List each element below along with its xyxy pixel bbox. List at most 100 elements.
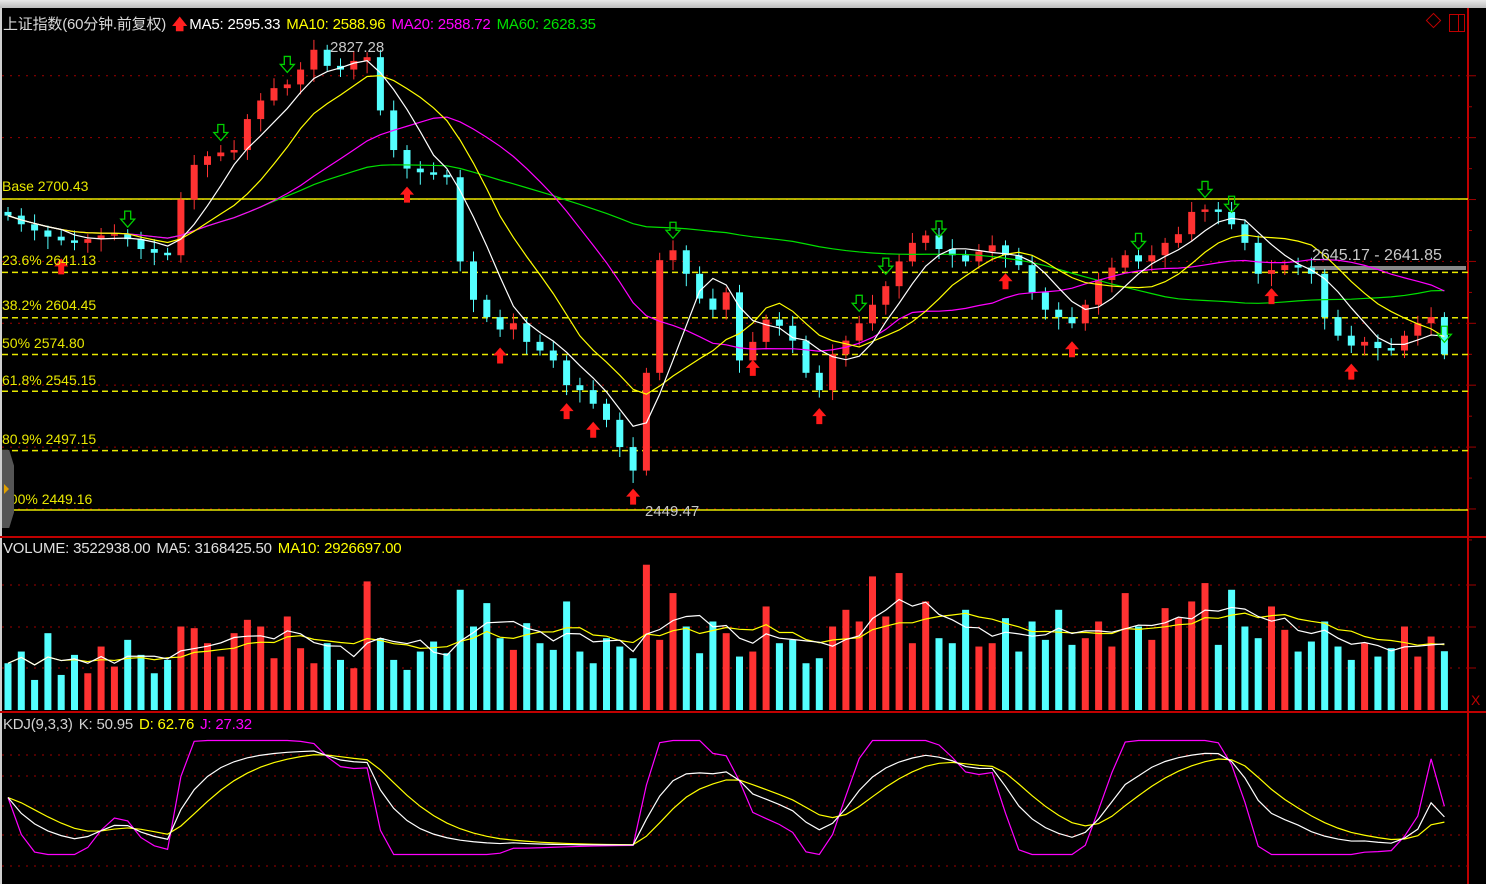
volume-bar xyxy=(948,643,956,710)
candle-body xyxy=(869,304,876,324)
volume-bar xyxy=(1321,621,1329,710)
volume-bar xyxy=(243,619,251,710)
candle-body xyxy=(722,292,730,310)
volume-bar xyxy=(363,581,371,710)
volume-bar xyxy=(882,616,890,710)
range-measure-bar xyxy=(1310,266,1466,270)
volume-bar xyxy=(895,573,903,710)
candle-body xyxy=(1002,245,1009,256)
kdj-d-value: D: 62.76 xyxy=(138,716,195,733)
volume-bar xyxy=(1081,638,1089,710)
candle-body xyxy=(815,372,823,391)
fib-label-100: 100% 2449.16 xyxy=(2,491,93,507)
volume-bar xyxy=(935,638,943,710)
candle-body xyxy=(496,317,504,330)
candle-body xyxy=(908,242,916,262)
candle-body xyxy=(150,249,158,253)
volume-bar xyxy=(815,658,823,710)
candle-body xyxy=(709,298,717,310)
volume-bar xyxy=(150,673,158,710)
candle-body xyxy=(1401,335,1408,351)
volume-bar xyxy=(656,639,664,710)
scroll-handle[interactable] xyxy=(2,450,14,528)
candle-body xyxy=(363,57,371,61)
candle-body xyxy=(1281,265,1289,271)
volume-bar xyxy=(4,663,12,710)
left-edge xyxy=(0,8,2,884)
candle-body xyxy=(110,234,118,236)
ma60-value: MA60: 2628.35 xyxy=(496,16,596,33)
kdj-title: KDJ(9,3,3) xyxy=(3,716,73,733)
candle-body xyxy=(789,325,797,341)
candle-body xyxy=(97,235,105,240)
candle-body xyxy=(988,245,996,252)
volume-bar xyxy=(1135,626,1142,710)
high-price-label: 2827.28 xyxy=(330,39,385,56)
buy-arrow-icon xyxy=(998,273,1013,290)
candle-body xyxy=(443,174,451,178)
candle-body xyxy=(736,292,743,361)
candle-body xyxy=(124,234,132,240)
candle-body xyxy=(523,323,531,342)
volume-bar xyxy=(1414,656,1422,710)
volume-bar xyxy=(1028,621,1036,710)
candle-body xyxy=(1068,317,1076,324)
sell-arrow-icon xyxy=(212,123,230,142)
volume-bar xyxy=(1268,606,1275,710)
fib-label-23-6: 23.6% 2641.13 xyxy=(2,252,97,268)
ma20-value: MA20: 2588.72 xyxy=(391,16,491,33)
volume-bar xyxy=(416,651,424,710)
buy-arrow-icon xyxy=(812,408,827,425)
volume-bar xyxy=(589,663,597,710)
volume-bar xyxy=(829,626,837,710)
candle-body xyxy=(430,172,438,175)
volume-bar xyxy=(922,601,930,710)
volume-bar xyxy=(31,679,39,710)
candle-body xyxy=(549,350,557,361)
volume-bar xyxy=(337,659,344,710)
layout-toggle-icon[interactable] xyxy=(1449,14,1465,32)
volume-bar xyxy=(164,659,172,710)
ma10-value: MA10: 2588.96 xyxy=(286,16,386,33)
volume-bar xyxy=(323,643,331,710)
candle-body xyxy=(1241,224,1249,243)
kdj-k-line xyxy=(7,750,1445,846)
volume-bar xyxy=(17,651,25,710)
volume-bar xyxy=(775,643,783,710)
volume-bar xyxy=(549,649,557,710)
volume-bar xyxy=(71,654,78,710)
volume-value: VOLUME: 3522938.00 xyxy=(3,540,151,557)
close-pane-button[interactable]: X xyxy=(1471,692,1481,708)
volume-bar xyxy=(1241,626,1249,710)
candle-body xyxy=(1095,279,1103,305)
volume-bar xyxy=(563,601,571,710)
candle-body xyxy=(1028,265,1036,293)
price-legend: 上证指数(60分钟.前复权) 🡅 MA5: 2595.33 MA10: 2588.96… xyxy=(3,13,602,39)
candle-body xyxy=(656,260,664,373)
sell-arrow-icon xyxy=(877,257,895,276)
volume-bar xyxy=(137,654,145,710)
candle-body xyxy=(257,100,265,120)
volume-bar xyxy=(1440,651,1448,710)
fib-label-38-2: 38.2% 2604.45 xyxy=(2,297,97,313)
candle-body xyxy=(1361,341,1369,346)
candle-body xyxy=(775,319,783,326)
volume-bar xyxy=(1201,583,1209,710)
volume-bar xyxy=(470,626,477,710)
volume-bar xyxy=(430,641,438,710)
candle-body xyxy=(270,88,278,101)
candle-body xyxy=(190,164,198,200)
candle-body xyxy=(922,235,930,243)
volume-bar xyxy=(1347,659,1355,710)
volume-bar xyxy=(1055,609,1063,710)
fib-label-base: Base 2700.43 xyxy=(2,178,89,194)
candle-body xyxy=(71,240,78,243)
sell-arrow-icon xyxy=(664,221,682,240)
candle-body xyxy=(177,199,185,256)
volume-bar xyxy=(1334,646,1342,710)
buy-arrow-icon xyxy=(1344,363,1359,380)
volume-bar xyxy=(483,603,491,710)
candle-body xyxy=(1135,255,1142,262)
candle-body xyxy=(1414,323,1422,336)
